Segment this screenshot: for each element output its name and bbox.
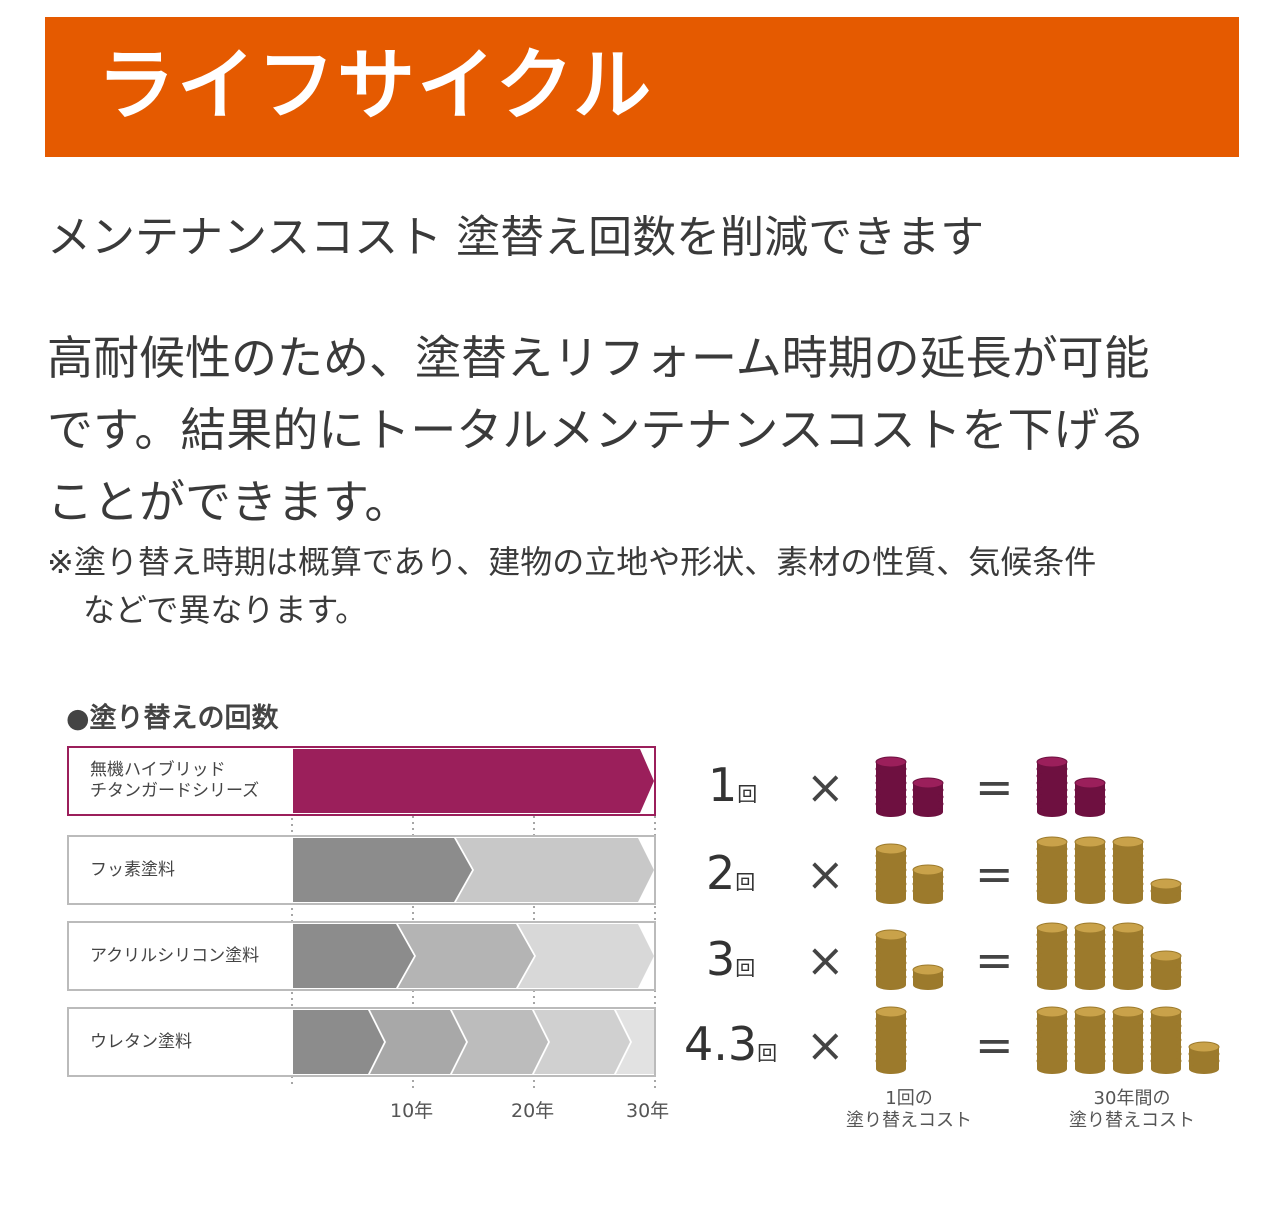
times-symbol: × <box>806 760 845 814</box>
bar-segment <box>370 1010 466 1074</box>
page-title: ライフサイクル <box>97 41 654 131</box>
repaint-count: 2回 <box>706 846 756 900</box>
coin-stack-icon <box>1074 1006 1106 1074</box>
bar-segment <box>534 1010 630 1074</box>
coin-stack-icon <box>1036 756 1068 817</box>
figure-title: ●塗り替えの回数 <box>66 703 279 734</box>
tick-label: 30年 <box>626 1100 670 1122</box>
coin-stack-icon <box>875 756 907 817</box>
repaint-count-figure: ●塗り替えの回数 無機ハイブリッド チタンガードシリーズ <box>0 690 1284 1160</box>
bar-segment <box>518 924 654 988</box>
row-label-urethane: ウレタン塗料 <box>70 1010 288 1074</box>
coin-stack-icon <box>875 1006 907 1074</box>
equals-symbol: = <box>975 760 1014 814</box>
body-paragraph: 高耐候性のため、塗替えリフォーム時期の延長が可能 です。結果的にトータルメンテナ… <box>47 322 1247 538</box>
bar-segment <box>293 924 414 988</box>
footnote-line: などで異なります。 <box>83 591 368 629</box>
times-symbol: × <box>806 933 845 987</box>
coin-stack-icon <box>1036 922 1068 990</box>
bar-segment <box>293 1010 384 1074</box>
coin-stack-icon <box>1112 836 1144 904</box>
row-label-fluorine: フッ素塗料 <box>70 838 288 902</box>
coin-stack-icon <box>1036 836 1068 904</box>
bar-segment <box>398 924 534 988</box>
times-symbol: × <box>806 847 845 901</box>
coin-stack-icon <box>1150 950 1182 990</box>
bar-segment <box>293 749 654 813</box>
section-subtitle: メンテナンスコスト 塗替え回数を削減できます <box>47 212 985 263</box>
body-line: です。結果的にトータルメンテナンスコストを下げる <box>47 403 1146 457</box>
footnote-line: ※塗り替え時期は概算であり、建物の立地や形状、素材の性質、気候条件 <box>47 543 1097 581</box>
bar-segment <box>452 1010 548 1074</box>
coin-stack-icon <box>875 843 907 904</box>
caption-unit-cost: 1回の 塗り替えコスト <box>846 1088 972 1131</box>
coin-stack-icon <box>1112 1006 1144 1074</box>
equals-symbol: = <box>975 933 1014 987</box>
equals-symbol: = <box>975 1018 1014 1072</box>
bar-segment <box>616 1010 654 1074</box>
coin-stack-icon <box>1150 878 1182 904</box>
coin-stack-icon <box>1188 1041 1220 1074</box>
coin-stack-icon <box>1150 1006 1182 1074</box>
coin-stack-icon <box>912 777 944 817</box>
coin-stack-icon <box>1112 922 1144 990</box>
coin-stack-icon <box>912 964 944 990</box>
caption-30-year-cost: 30年間の 塗り替えコスト <box>1069 1088 1195 1131</box>
coin-stack-icon <box>875 929 907 990</box>
tick-label: 10年 <box>390 1100 434 1122</box>
times-symbol: × <box>806 1018 845 1072</box>
coin-stack-icon <box>1074 777 1106 817</box>
body-line: 高耐候性のため、塗替えリフォーム時期の延長が可能 <box>47 331 1150 385</box>
coin-stack-icon <box>1036 1006 1068 1074</box>
bar-segment <box>456 838 654 902</box>
equals-symbol: = <box>975 847 1014 901</box>
repaint-count: 4.3回 <box>684 1017 778 1071</box>
footnote: ※塗り替え時期は概算であり、建物の立地や形状、素材の性質、気候条件 などで異なり… <box>47 538 1247 634</box>
row-label-titanguard: 無機ハイブリッド チタンガードシリーズ <box>70 749 288 813</box>
repaint-count: 1回 <box>708 758 758 812</box>
coin-stack-icon <box>912 864 944 904</box>
row-label-acrylic-silicone: アクリルシリコン塗料 <box>70 924 288 988</box>
header-banner: ライフサイクル <box>45 17 1239 157</box>
tick-label: 20年 <box>511 1100 555 1122</box>
body-line: ことができます。 <box>47 475 411 529</box>
coin-stack-icon <box>1074 922 1106 990</box>
coin-stack-icon <box>1074 836 1106 904</box>
bar-segment <box>293 838 472 902</box>
repaint-count: 3回 <box>706 932 756 986</box>
